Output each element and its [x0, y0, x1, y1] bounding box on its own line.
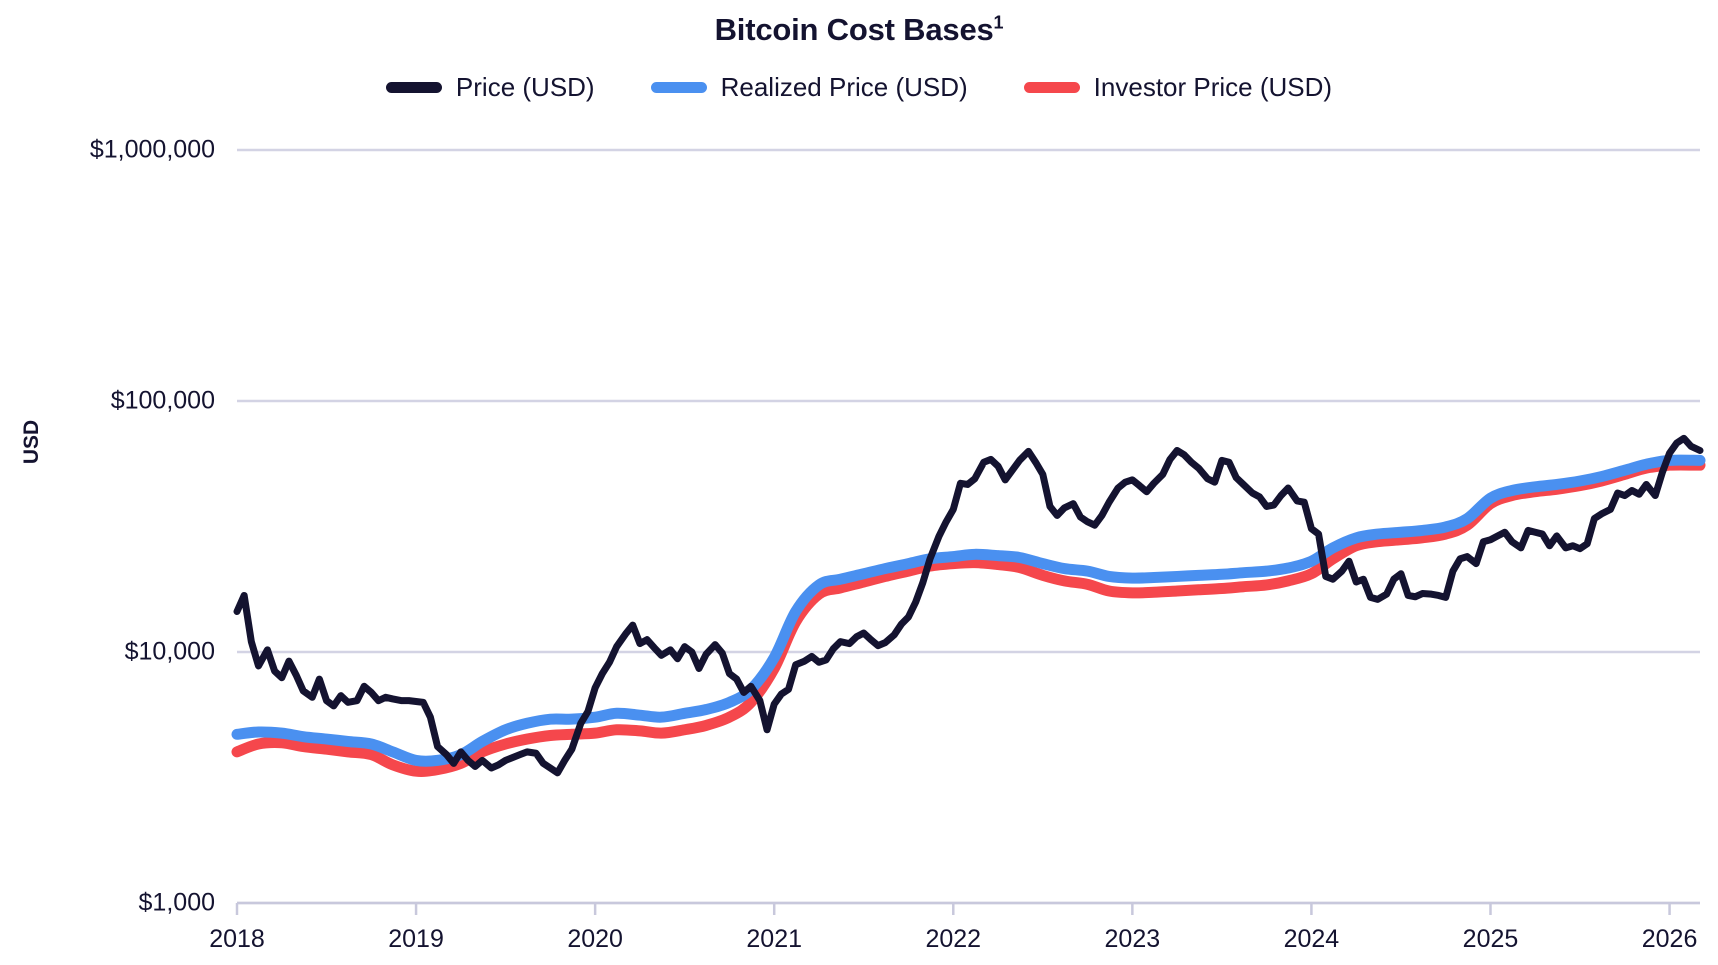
series-line-investor-price: [231, 459, 1706, 777]
x-tick-label: 2022: [925, 925, 982, 953]
data-series-group: [231, 434, 1706, 777]
chart-title-text: Bitcoin Cost Bases: [714, 12, 994, 47]
x-tick-label: 2020: [567, 925, 623, 953]
x-tick-label: 2025: [1462, 925, 1519, 953]
y-tick-label: $100,000: [110, 386, 215, 415]
y-tick-label: $1,000,000: [89, 135, 215, 164]
series-line-price: [233, 434, 1704, 777]
x-tick-label: 2019: [388, 925, 444, 953]
x-tick-label: 2023: [1104, 925, 1161, 953]
x-tick-label: 2018: [209, 925, 265, 953]
chart-title-footnote-marker: 1: [993, 12, 1004, 33]
legend-label-realized-price: Realized Price (USD): [720, 72, 968, 102]
x-tick-label: 2021: [746, 925, 803, 953]
legend-swatch-realized-price: [650, 81, 707, 93]
y-tick-label: $10,000: [124, 637, 215, 666]
series-line-realized-price: [231, 454, 1706, 767]
legend-item-investor-price[interactable]: Investor Price (USD): [1023, 72, 1333, 102]
legend-swatch-price: [385, 81, 442, 93]
chart-legend: Price (USD) Realized Price (USD) Investo…: [0, 74, 1718, 100]
x-tick-label: 2024: [1283, 925, 1340, 953]
legend-item-realized-price[interactable]: Realized Price (USD): [650, 72, 968, 102]
legend-label-price: Price (USD): [455, 72, 595, 102]
legend-swatch-investor-price: [1023, 81, 1080, 93]
page-title: Bitcoin Cost Bases1: [0, 12, 1718, 48]
x-tick-label: 2026: [1641, 925, 1698, 953]
legend-label-investor-price: Investor Price (USD): [1093, 72, 1333, 102]
legend-item-price[interactable]: Price (USD): [385, 72, 595, 102]
gridlines: [237, 148, 1700, 905]
x-axis-ticks: [235, 903, 1671, 915]
y-tick-label: $1,000: [138, 888, 215, 917]
